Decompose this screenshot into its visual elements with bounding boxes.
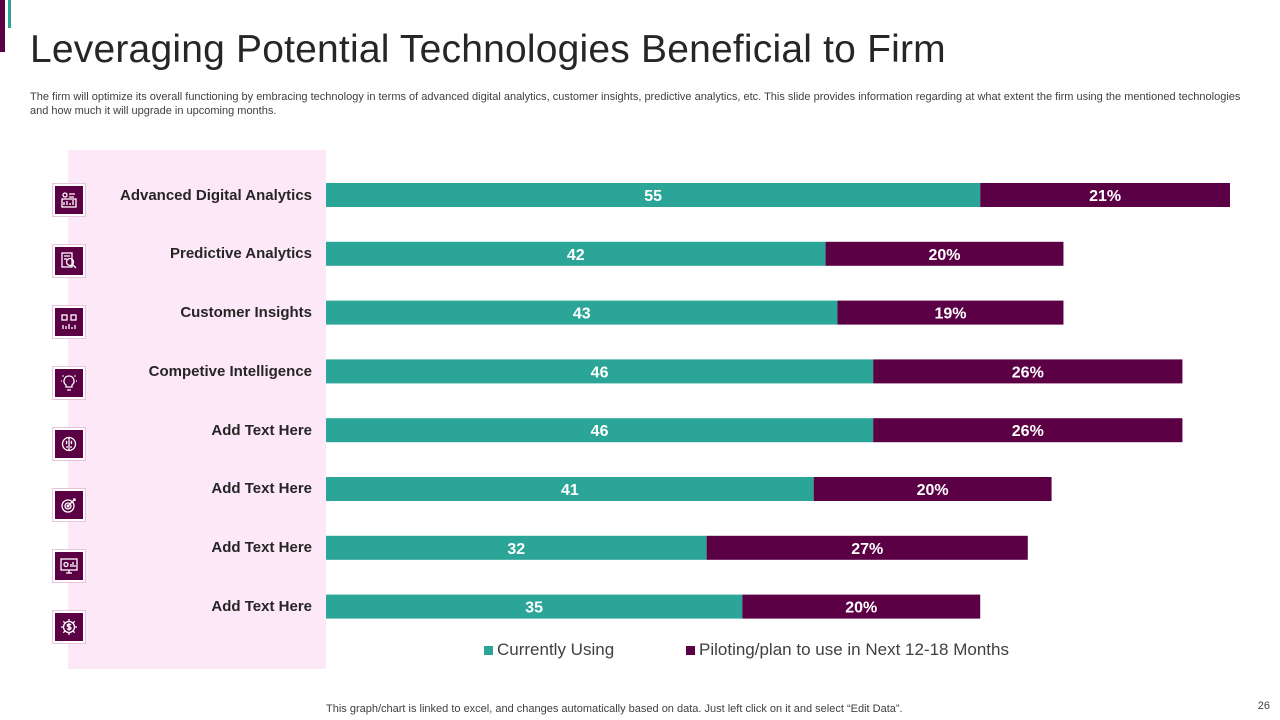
bar-data-label: 20% — [917, 482, 949, 499]
bar-currently-using[interactable] — [326, 241, 826, 266]
category-panel — [68, 150, 326, 669]
bar-currently-using[interactable] — [326, 359, 874, 384]
bar-piloting[interactable] — [813, 477, 1052, 501]
accent-bar-teal — [8, 0, 11, 28]
bar-data-label: 21% — [1089, 188, 1121, 205]
legend-item-piloting[interactable]: Piloting/plan to use in Next 12-18 Month… — [686, 640, 1009, 660]
bar-currently-using[interactable] — [326, 594, 743, 619]
legend-label: Currently Using — [497, 640, 615, 659]
bar-piloting[interactable] — [873, 359, 1183, 384]
brain-icon — [53, 428, 85, 460]
legend-swatch-purple — [686, 645, 695, 655]
bar-data-label: 46 — [591, 423, 609, 440]
bar-data-label: 19% — [934, 306, 966, 323]
bar-piloting[interactable] — [742, 594, 981, 619]
category-label: Competive Intelligence — [148, 363, 312, 380]
bar-data-label: 46 — [591, 364, 609, 381]
bar-currently-using[interactable] — [326, 418, 874, 443]
qr-chart-icon — [53, 306, 85, 338]
accent-bar-purple — [0, 0, 5, 52]
bar-data-label: 27% — [851, 541, 883, 558]
bar-data-label: 35 — [525, 600, 543, 617]
bar-data-label: 42 — [567, 247, 585, 264]
bar-data-label: 20% — [845, 600, 877, 617]
bar-piloting[interactable] — [837, 300, 1064, 325]
slide-subtitle: The firm will optimize its overall funct… — [30, 91, 1241, 117]
lightbulb-gear-icon — [53, 367, 85, 399]
legend-item-currently-using[interactable]: Currently Using — [484, 640, 614, 660]
bar-data-label: 32 — [507, 541, 525, 558]
legend-swatch-teal — [484, 645, 493, 655]
bar-currently-using[interactable] — [326, 477, 814, 501]
category-label: Add Text Here — [211, 422, 312, 439]
bar-data-label: 20% — [929, 247, 961, 264]
category-label: Customer Insights — [180, 304, 312, 321]
target-icon — [53, 489, 85, 521]
category-label: Advanced Digital Analytics — [120, 187, 312, 204]
bar-currently-using[interactable] — [326, 535, 707, 560]
monitor-chart-icon — [53, 550, 85, 582]
category-label: Predictive Analytics — [169, 245, 312, 262]
page-number: 26 — [1257, 700, 1270, 712]
bar-piloting[interactable] — [873, 418, 1183, 443]
bar-data-label: 43 — [573, 306, 591, 323]
category-label: Add Text Here — [211, 598, 312, 615]
bar-currently-using[interactable] — [326, 183, 981, 207]
bar-piloting[interactable] — [825, 241, 1064, 266]
category-label: Add Text Here — [211, 480, 312, 497]
bar-data-label: 26% — [1012, 423, 1044, 440]
legend-label: Piloting/plan to use in Next 12-18 Month… — [699, 640, 1009, 659]
bar-currently-using[interactable] — [326, 300, 838, 325]
bar-data-label: 26% — [1012, 364, 1044, 381]
bar-piloting[interactable] — [706, 535, 1028, 560]
bar-data-label: 55 — [644, 188, 662, 205]
analytics-dashboard-icon — [53, 184, 85, 216]
slide-title: Leveraging Potential Technologies Benefi… — [30, 28, 946, 71]
dollar-gear-icon — [53, 611, 85, 643]
category-label: Add Text Here — [211, 539, 312, 556]
footer-note: This graph/chart is linked to excel, and… — [326, 703, 903, 715]
bar-piloting[interactable] — [980, 183, 1230, 207]
bar-data-label: 41 — [561, 482, 579, 499]
magnifier-report-icon — [53, 245, 85, 277]
